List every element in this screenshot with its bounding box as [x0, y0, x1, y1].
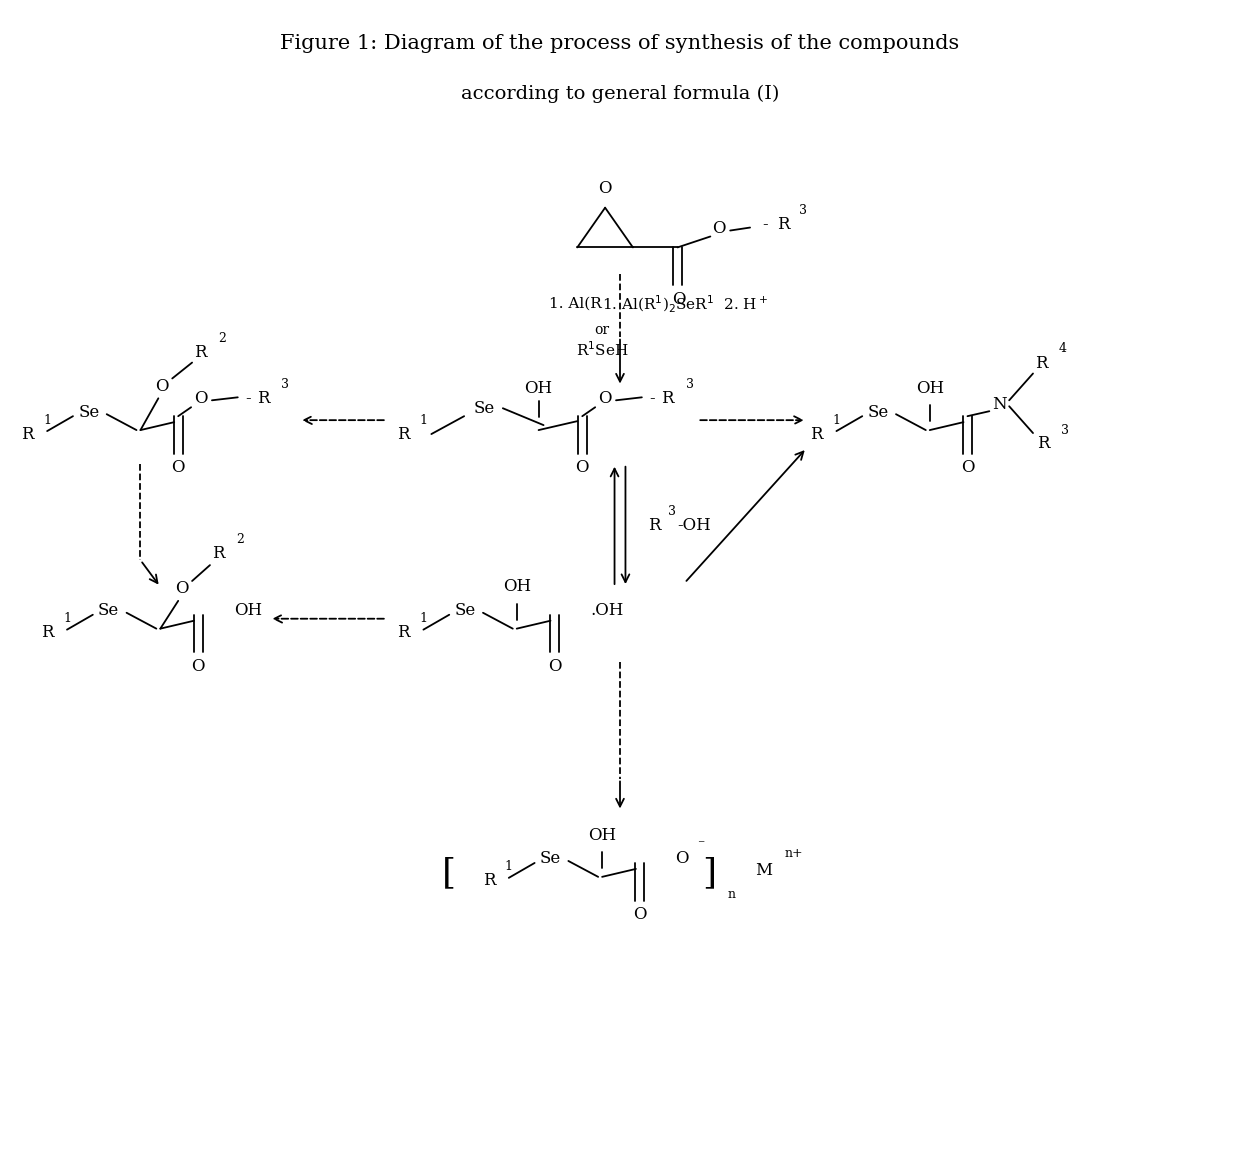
Text: O: O — [171, 459, 185, 477]
Text: R: R — [647, 517, 660, 534]
Text: Se: Se — [455, 602, 476, 619]
Text: OH: OH — [502, 579, 531, 595]
Text: ⁻: ⁻ — [697, 838, 704, 853]
Text: N: N — [992, 396, 1007, 413]
Text: O: O — [548, 658, 562, 675]
Text: 3: 3 — [1060, 423, 1069, 436]
Text: 3: 3 — [667, 505, 676, 519]
Text: -: - — [244, 390, 250, 407]
Text: OH: OH — [234, 602, 262, 619]
Text: R: R — [776, 216, 789, 233]
Text: 1: 1 — [505, 861, 513, 873]
Text: O: O — [575, 459, 589, 477]
Text: 1: 1 — [832, 414, 841, 427]
Text: 1: 1 — [43, 414, 51, 427]
Text: O: O — [599, 390, 611, 407]
Text: .OH: .OH — [590, 602, 624, 619]
Text: Se: Se — [539, 850, 562, 868]
Text: or: or — [594, 322, 610, 336]
Text: R: R — [397, 624, 409, 641]
Text: M: M — [755, 862, 773, 879]
Text: R: R — [21, 426, 33, 443]
Text: R: R — [41, 624, 53, 641]
Text: 2: 2 — [218, 332, 226, 346]
Text: Se: Se — [868, 404, 889, 421]
Text: Se: Se — [78, 404, 99, 421]
Text: O: O — [961, 459, 975, 477]
Text: O: O — [713, 220, 727, 237]
Text: Se: Se — [474, 400, 495, 416]
Text: 3: 3 — [799, 204, 807, 217]
Text: n+: n+ — [785, 847, 804, 860]
Text: O: O — [599, 180, 611, 197]
Text: R: R — [212, 545, 224, 561]
Text: R: R — [258, 390, 270, 407]
Text: Figure 1: Diagram of the process of synthesis of the compounds: Figure 1: Diagram of the process of synt… — [280, 35, 960, 53]
Text: [: [ — [443, 856, 456, 890]
Text: O: O — [676, 850, 689, 868]
Text: OH: OH — [588, 827, 616, 843]
Text: OH: OH — [915, 379, 944, 397]
Text: R: R — [1034, 355, 1048, 372]
Text: O: O — [672, 290, 686, 307]
Text: 1. Al(R: 1. Al(R — [549, 297, 603, 311]
Text: O: O — [191, 658, 205, 675]
Text: R: R — [810, 426, 823, 443]
Text: R: R — [661, 390, 673, 407]
Text: R: R — [397, 426, 409, 443]
Text: 1: 1 — [419, 414, 428, 427]
Text: 2: 2 — [236, 532, 243, 546]
Text: n: n — [727, 889, 735, 901]
Text: 4: 4 — [1059, 342, 1066, 355]
Text: -OH: -OH — [677, 517, 712, 534]
Text: -: - — [649, 390, 655, 407]
Text: R$^1$SeH: R$^1$SeH — [575, 340, 629, 358]
Text: Se: Se — [98, 602, 119, 619]
Text: according to general formula (I): according to general formula (I) — [461, 85, 779, 102]
Text: R: R — [1037, 435, 1049, 452]
Text: R: R — [482, 872, 495, 890]
Text: R: R — [193, 345, 206, 361]
Text: 3: 3 — [686, 378, 693, 391]
Text: O: O — [175, 580, 188, 597]
Text: O: O — [195, 390, 208, 407]
Text: 1: 1 — [419, 612, 428, 625]
Text: O: O — [634, 906, 646, 923]
Text: -: - — [763, 216, 768, 233]
Text: ]: ] — [702, 856, 717, 890]
Text: 1: 1 — [63, 612, 71, 625]
Text: 3: 3 — [281, 378, 289, 391]
Text: OH: OH — [525, 379, 553, 397]
Text: O: O — [155, 378, 169, 394]
Text: 1. Al(R$^{1}$)$_2$SeR$^1$  2. H$^+$: 1. Al(R$^{1}$)$_2$SeR$^1$ 2. H$^+$ — [603, 293, 769, 314]
